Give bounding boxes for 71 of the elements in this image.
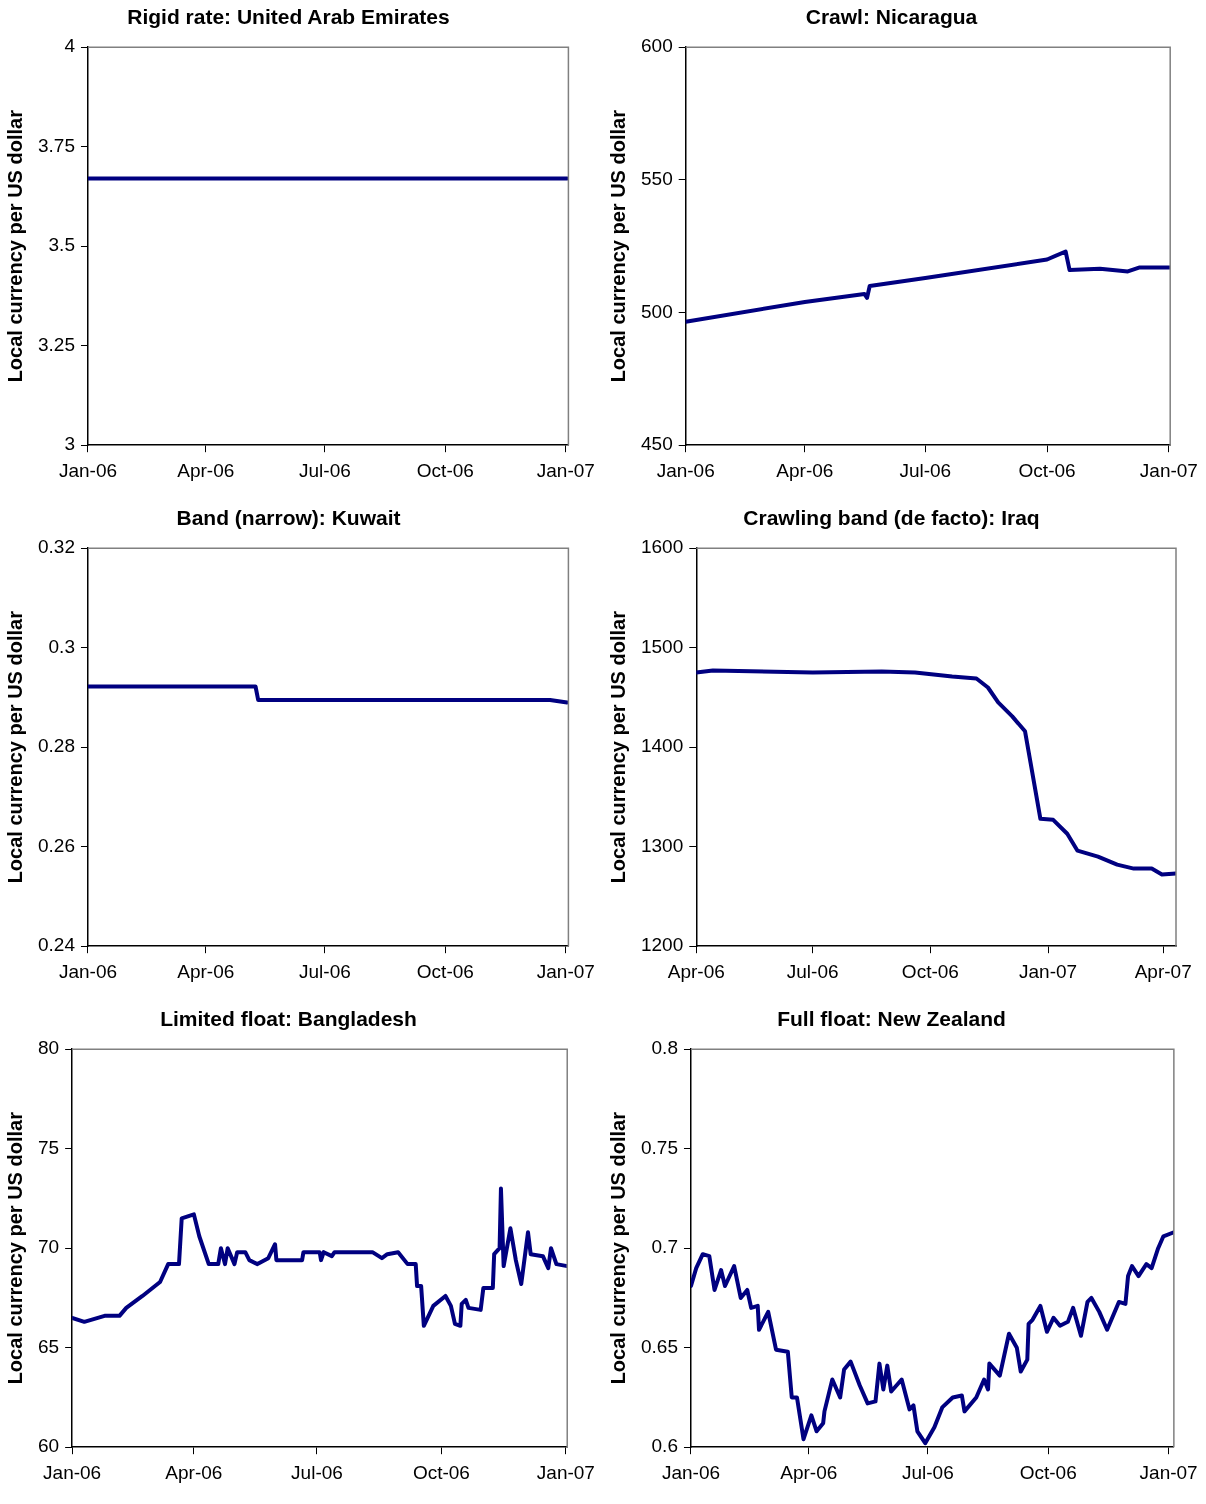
y-tick-label: 1400: [640, 735, 684, 757]
y-tick-label: 0.8: [651, 1037, 678, 1059]
x-tick-label: Jan-06: [43, 1461, 102, 1483]
y-tick-label: 1500: [640, 635, 684, 657]
x-tick-label: Oct-06: [1019, 1461, 1077, 1483]
x-tick-label: Oct-06: [901, 960, 959, 982]
y-tick-label: 65: [37, 1335, 60, 1357]
x-tick-label: Jan-06: [58, 960, 118, 982]
y-tick-label: 0.75: [641, 1136, 678, 1158]
x-tick-label: Jul-06: [299, 960, 351, 982]
x-tick-label: Apr-06: [780, 1461, 838, 1483]
x-tick-label: Jul-06: [899, 459, 952, 481]
y-tick-label: 0.65: [641, 1335, 678, 1357]
x-tick-label: Jan-06: [661, 1461, 721, 1483]
x-tick-label: Jul-06: [786, 960, 839, 982]
x-tick-label: Jan-07: [1139, 459, 1198, 481]
y-axis-title: Local currency per US dollar: [606, 109, 629, 383]
y-tick-label: 70: [37, 1236, 60, 1258]
y-axis-title: Local currency per US dollar: [606, 610, 629, 884]
chart-title: Rigid rate: United Arab Emirates: [127, 5, 450, 29]
y-tick-label: 80: [37, 1037, 60, 1059]
y-tick-label: 500: [641, 300, 673, 322]
y-tick-label: 1200: [640, 934, 684, 956]
y-tick-label: 550: [641, 168, 673, 190]
x-tick-label: Jan-07: [536, 960, 595, 982]
x-tick-label: Jul-06: [291, 1461, 343, 1483]
y-tick-label: 0.28: [38, 735, 75, 757]
x-tick-label: Oct-06: [416, 960, 474, 982]
y-tick-label: 4: [64, 35, 76, 57]
y-tick-label: 75: [37, 1136, 60, 1158]
x-tick-label: Oct-06: [416, 459, 474, 481]
y-axis-title: Local currency per US dollar: [606, 1111, 629, 1385]
chart-title: Band (narrow): Kuwait: [176, 506, 401, 530]
x-tick-label: Jan-06: [58, 459, 118, 481]
y-tick-label: 60: [37, 1435, 60, 1457]
x-tick-label: Oct-06: [412, 1461, 470, 1483]
y-tick-label: 0.3: [48, 635, 75, 657]
y-axis-title: Local currency per US dollar: [3, 610, 26, 884]
y-tick-label: 450: [641, 433, 673, 455]
x-tick-label: Apr-06: [177, 459, 235, 481]
chart-title: Full float: New Zealand: [777, 1007, 1006, 1031]
y-tick-label: 0.26: [38, 834, 75, 856]
x-tick-label: Jan-07: [1139, 1461, 1198, 1483]
y-tick-label: 3: [64, 433, 75, 455]
x-tick-label: Apr-06: [776, 459, 834, 481]
x-tick-label: Jan-07: [536, 459, 595, 481]
x-tick-label: Jan-07: [536, 1461, 595, 1483]
x-tick-label: Jul-06: [299, 459, 351, 481]
y-tick-label: 1300: [640, 834, 684, 856]
y-tick-label: 0.32: [38, 536, 75, 558]
y-tick-label: 3.25: [38, 333, 75, 355]
y-tick-label: 600: [641, 35, 673, 57]
x-tick-label: Apr-06: [165, 1461, 223, 1483]
x-tick-label: Apr-07: [1134, 960, 1192, 982]
x-tick-label: Oct-06: [1018, 459, 1076, 481]
x-tick-label: Jan-06: [656, 459, 715, 481]
y-tick-label: 0.7: [651, 1236, 678, 1258]
chart-title: Crawl: Nicaragua: [805, 5, 978, 29]
y-tick-label: 3.75: [38, 134, 75, 156]
x-tick-label: Jan-07: [1019, 960, 1078, 982]
y-tick-label: 1600: [640, 536, 684, 558]
y-tick-label: 0.24: [38, 934, 76, 956]
y-axis-title: Local currency per US dollar: [3, 109, 26, 383]
x-tick-label: Jul-06: [901, 1461, 954, 1483]
y-tick-label: 3.5: [48, 234, 75, 256]
y-axis-title: Local currency per US dollar: [3, 1111, 26, 1385]
chart-title: Crawling band (de facto): Iraq: [743, 506, 1040, 530]
x-tick-label: Apr-06: [667, 960, 725, 982]
x-tick-label: Apr-06: [177, 960, 235, 982]
chart-title: Limited float: Bangladesh: [160, 1007, 417, 1031]
y-tick-label: 0.6: [651, 1435, 678, 1457]
